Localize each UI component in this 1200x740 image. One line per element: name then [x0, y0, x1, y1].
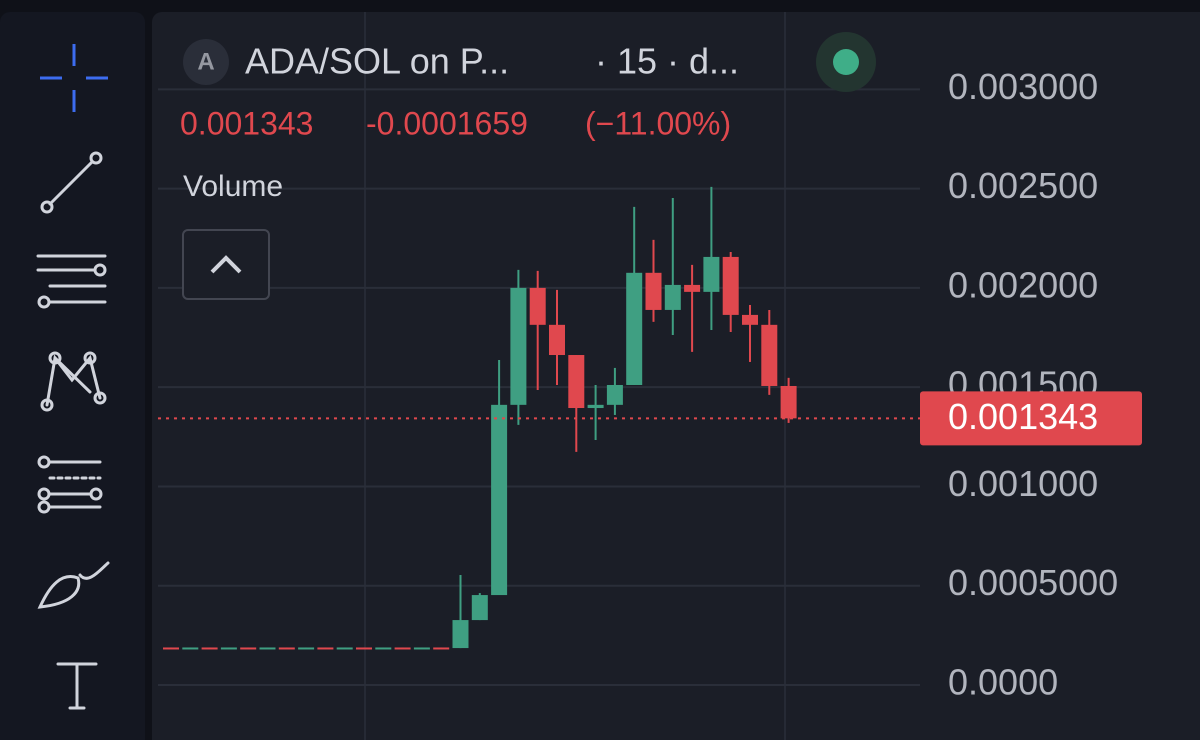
candle-body [491, 404, 508, 596]
candle-body [336, 647, 353, 650]
last-price-badge [920, 391, 1142, 446]
candle-body [722, 256, 739, 315]
candle-body [182, 647, 199, 650]
candle-body [375, 647, 392, 650]
candle-body [549, 324, 565, 356]
crosshair-tool[interactable] [40, 44, 108, 112]
candle-body [259, 647, 276, 650]
candle-body [529, 287, 546, 325]
candle-body [163, 647, 179, 650]
y-tick-label: 0.0000 [948, 662, 1058, 703]
change-pct: (−11.00%) [585, 105, 731, 141]
candle-body [684, 284, 701, 292]
change: -0.0001659 [366, 105, 528, 141]
pattern-tool[interactable] [40, 351, 107, 412]
brush-tool[interactable] [37, 561, 110, 609]
candle-body [278, 647, 295, 650]
y-tick-label: 0.003000 [948, 66, 1098, 107]
candle-body [645, 272, 662, 310]
y-tick-label: 0.002500 [948, 165, 1098, 206]
last-price: 0.001343 [180, 105, 313, 141]
y-tick-label: 0.0005000 [948, 562, 1118, 603]
chart-panel [152, 12, 1200, 740]
candle-body [761, 324, 778, 386]
last-price-label: 0.001343 [948, 396, 1098, 437]
candle-body [394, 647, 411, 650]
candle-body [587, 404, 604, 409]
candle-body [201, 647, 218, 650]
candle-body [413, 647, 430, 650]
candle-body [452, 620, 469, 649]
candle-body [510, 287, 527, 405]
y-tick-label: 0.002000 [948, 264, 1098, 305]
candle-body [626, 272, 643, 385]
candle-body [606, 384, 623, 405]
candle-body [568, 355, 585, 409]
collapse-button[interactable] [182, 229, 270, 300]
status-dot [833, 49, 859, 75]
candle-body [742, 314, 758, 325]
candle-body [471, 595, 488, 621]
candle-body [317, 647, 334, 650]
symbol-badge: A [197, 48, 214, 75]
line-tool[interactable] [40, 151, 103, 214]
symbol-badge-bg [183, 39, 229, 85]
candle-body [220, 647, 237, 650]
text-tool[interactable] [56, 662, 98, 710]
interval[interactable]: · 15 · d... [595, 41, 739, 82]
candle-body [703, 256, 720, 292]
fib-tool[interactable] [37, 455, 103, 514]
horizontal-lines-tool[interactable] [36, 254, 107, 309]
y-tick-label: 0.001000 [948, 463, 1098, 504]
candle-body [664, 284, 681, 310]
candle-body [356, 647, 372, 650]
candle-body [298, 647, 315, 650]
candle-body [240, 647, 257, 650]
candle-body [433, 647, 450, 650]
symbol-title[interactable]: ADA/SOL on P... [245, 41, 509, 82]
candle-body [780, 385, 797, 419]
volume-label: Volume [183, 170, 283, 203]
chevron-icon [210, 255, 242, 274]
